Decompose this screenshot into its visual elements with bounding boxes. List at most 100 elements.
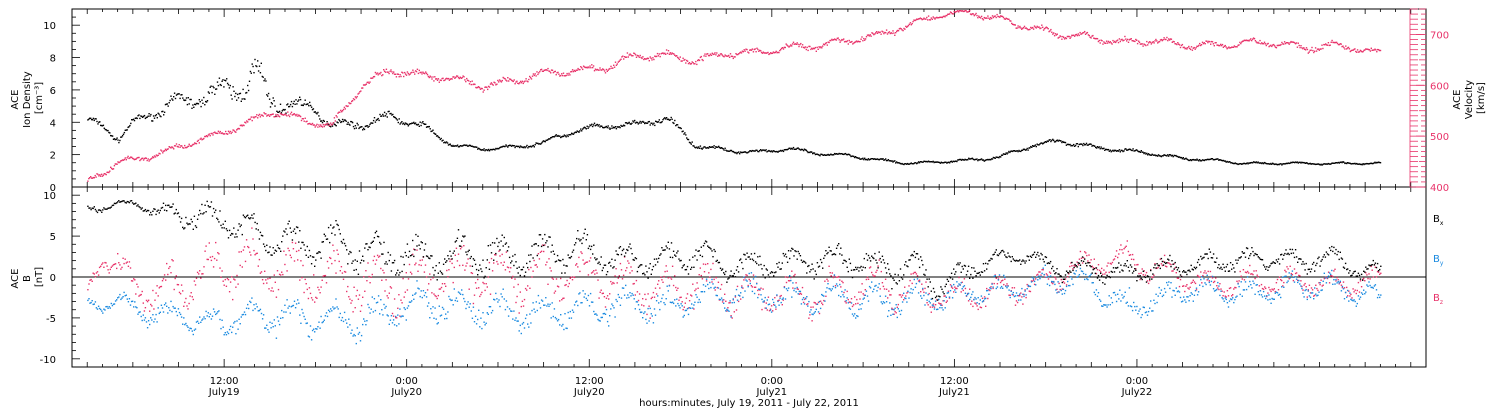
velocity-point bbox=[550, 72, 552, 74]
density-point bbox=[952, 160, 954, 162]
density-point bbox=[594, 125, 597, 127]
velocity-point bbox=[1314, 50, 1316, 52]
velocity-point bbox=[844, 40, 847, 43]
bz-point bbox=[633, 282, 635, 285]
velocity-point bbox=[288, 115, 291, 118]
density-point bbox=[233, 90, 235, 92]
velocity-point bbox=[770, 52, 772, 54]
by-point bbox=[369, 312, 371, 314]
density-point bbox=[868, 159, 870, 161]
by-point bbox=[196, 320, 199, 322]
density-point bbox=[556, 135, 558, 137]
by-point bbox=[211, 315, 214, 317]
velocity-point bbox=[1210, 40, 1213, 43]
by-point bbox=[397, 314, 399, 316]
density-point bbox=[469, 144, 472, 147]
bz-point bbox=[1303, 284, 1305, 286]
density-point bbox=[395, 118, 398, 120]
density-point bbox=[583, 126, 586, 128]
velocity-point bbox=[1133, 40, 1135, 42]
by-point bbox=[227, 332, 230, 335]
bz-point bbox=[989, 289, 991, 292]
bz-point bbox=[1355, 292, 1357, 295]
density-point bbox=[875, 158, 877, 161]
bz-point bbox=[1171, 270, 1173, 272]
bz-point bbox=[712, 262, 714, 265]
bz-point bbox=[856, 298, 858, 301]
velocity-axis-label-line3: [km/s] bbox=[1476, 82, 1487, 114]
bz-point bbox=[1265, 287, 1267, 290]
bz-point bbox=[392, 315, 395, 317]
density-point bbox=[151, 120, 153, 122]
density-point bbox=[739, 151, 742, 153]
velocity-point bbox=[134, 158, 137, 160]
velocity-point bbox=[929, 19, 932, 21]
by-point bbox=[138, 311, 140, 314]
velocity-point bbox=[651, 59, 653, 61]
density-point bbox=[276, 110, 278, 112]
velocity-point bbox=[152, 156, 155, 159]
density-point bbox=[284, 108, 286, 111]
velocity-point bbox=[1233, 45, 1236, 47]
density-point bbox=[1338, 162, 1341, 164]
velocity-point bbox=[1289, 42, 1291, 44]
by-point bbox=[429, 317, 431, 319]
density-point bbox=[1049, 139, 1051, 141]
by-point bbox=[469, 303, 471, 305]
velocity-point bbox=[1292, 41, 1294, 43]
density-point bbox=[404, 122, 407, 124]
density-point bbox=[494, 149, 496, 151]
bz-point bbox=[1362, 278, 1364, 281]
density-point bbox=[321, 121, 324, 124]
velocity-point bbox=[843, 41, 846, 43]
density-point bbox=[968, 157, 970, 159]
velocity-point bbox=[657, 55, 660, 57]
density-point bbox=[140, 115, 142, 117]
density-point bbox=[433, 132, 435, 134]
velocity-point bbox=[216, 132, 219, 135]
velocity-point bbox=[721, 54, 723, 56]
bz-point bbox=[790, 276, 792, 279]
density-point bbox=[1302, 162, 1304, 164]
velocity-point bbox=[837, 37, 839, 39]
velocity-point bbox=[833, 38, 836, 40]
bz-point bbox=[1293, 268, 1296, 270]
density-point bbox=[1171, 154, 1173, 157]
bz-point bbox=[773, 304, 775, 306]
bz-point bbox=[855, 303, 857, 305]
density-point bbox=[572, 133, 575, 135]
density-point bbox=[1327, 162, 1330, 165]
by-point bbox=[420, 290, 422, 292]
density-point bbox=[419, 121, 421, 123]
bz-point bbox=[912, 272, 914, 275]
velocity-point bbox=[1194, 48, 1196, 50]
density-point bbox=[1241, 163, 1244, 165]
bz-point bbox=[910, 273, 912, 275]
bz-point bbox=[140, 293, 142, 296]
velocity-point bbox=[800, 42, 802, 45]
velocity-point bbox=[594, 68, 597, 70]
bz-point bbox=[642, 298, 644, 300]
bz-point bbox=[401, 302, 403, 304]
density-point bbox=[1222, 159, 1225, 162]
bz-point bbox=[136, 283, 138, 285]
bz-point bbox=[506, 266, 509, 268]
by-point bbox=[371, 296, 373, 298]
bz-point bbox=[552, 278, 554, 280]
bz-point bbox=[1147, 282, 1150, 285]
velocity-point bbox=[907, 24, 910, 27]
bz-point bbox=[1039, 271, 1041, 273]
bz-point bbox=[1125, 245, 1127, 247]
velocity-point bbox=[146, 159, 148, 162]
density-point bbox=[363, 128, 366, 131]
density-point bbox=[648, 120, 650, 123]
density-point bbox=[661, 121, 663, 123]
velocity-point bbox=[368, 82, 370, 84]
density-point bbox=[1321, 164, 1323, 166]
density-point bbox=[1303, 161, 1305, 164]
velocity-point bbox=[537, 73, 539, 76]
bz-point bbox=[602, 292, 604, 294]
density-point bbox=[961, 158, 964, 161]
density-point bbox=[1323, 163, 1325, 165]
bz-point bbox=[483, 282, 485, 285]
